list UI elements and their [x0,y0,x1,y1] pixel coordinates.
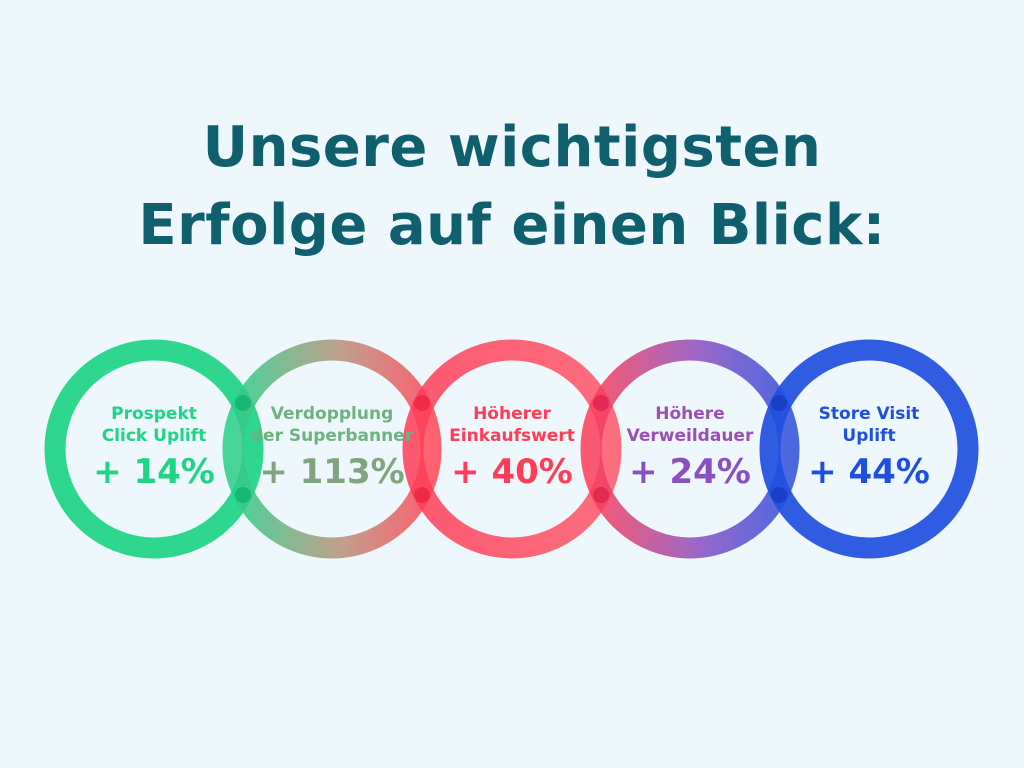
intersection-dot [593,395,609,411]
headline-line-2: Erfolge auf einen Blick: [138,193,886,258]
metric-value-einkaufswert: + 40% [451,452,573,492]
ring-store-visit [759,339,979,559]
ring-einkaufswert [402,339,622,559]
metric-label-store-visit: Store Visit Uplift [779,403,959,447]
metric-label-line: Höhere [655,404,725,424]
ring-superbanner [222,339,442,559]
intersection-dot [414,487,430,503]
metric-label-superbanner: Verdopplung der Superbanner [242,403,422,447]
metric-value-store-visit: + 44% [808,452,930,492]
metric-label-line: Verweildauer [626,426,754,446]
intersection-dot [235,487,251,503]
metric-label-line: Verdopplung [270,404,394,424]
metric-value-verweildauer: + 24% [629,452,751,492]
metric-label-prospekt: Prospekt Click Uplift [64,403,244,447]
metric-label-line: Store Visit [818,404,920,424]
metric-label-einkaufswert: Höherer Einkaufswert [422,403,602,447]
metric-label-line: der Superbanner [250,426,414,446]
metric-label-line: Uplift [842,426,896,446]
intersection-dot [593,487,609,503]
ring-prospekt [44,339,264,559]
intersection-dot [771,395,787,411]
headline-line-1: Unsere wichtigsten [202,115,822,180]
metric-label-verweildauer: Höhere Verweildauer [600,403,780,447]
intersection-dot [235,395,251,411]
intersection-dot [414,395,430,411]
metric-label-line: Höherer [473,404,551,424]
metric-label-line: Prospekt [111,404,197,424]
metric-value-superbanner: + 113% [259,452,405,492]
metric-label-line: Einkaufswert [449,426,575,446]
intersection-dot [771,487,787,503]
ring-verweildauer [580,339,800,559]
metric-label-line: Click Uplift [101,426,207,446]
metric-value-prospekt: + 14% [93,452,215,492]
